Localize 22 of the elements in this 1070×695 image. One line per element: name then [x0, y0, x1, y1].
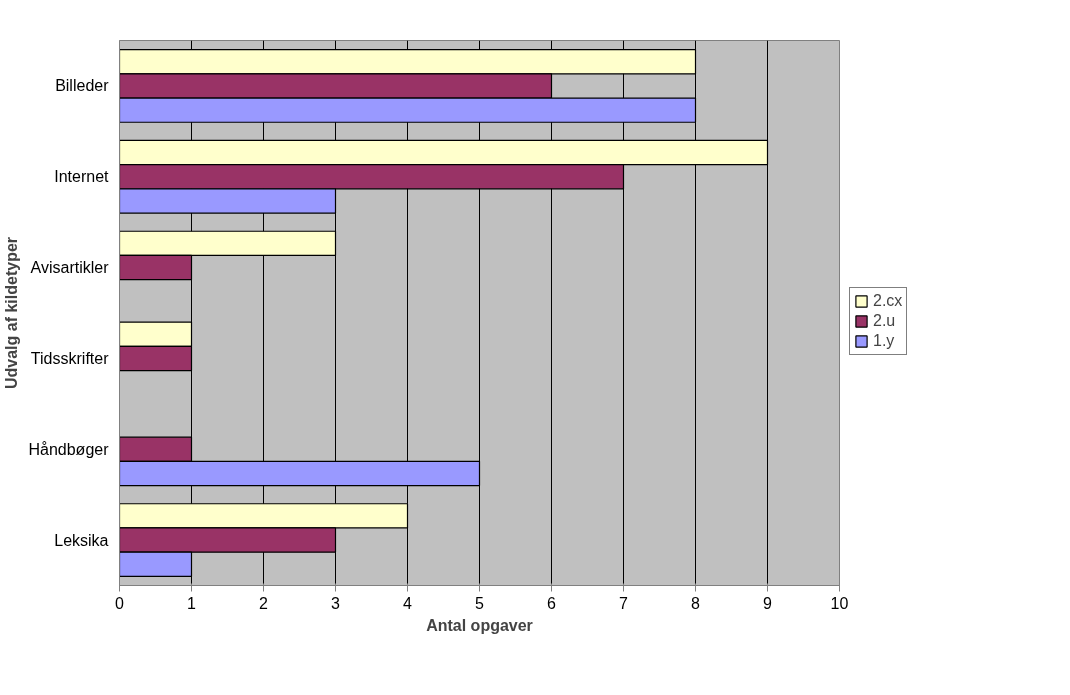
x-tick-label: 7	[619, 594, 629, 612]
x-tick-label: 4	[403, 594, 413, 612]
y-tick-label: Håndbøger	[28, 440, 110, 458]
x-tick-label: 0	[115, 594, 125, 612]
y-tick-label: Internet	[54, 168, 110, 186]
x-tick-label: 1	[187, 594, 197, 612]
x-axis-title: Antal opgaver	[426, 616, 533, 634]
y-tick-label: Tidsskrifter	[30, 349, 110, 367]
x-tick-label: 3	[331, 594, 341, 612]
x-tick-label: 2	[259, 594, 269, 612]
x-tick-label: 5	[475, 594, 485, 612]
y-tick-label: Billeder	[55, 77, 110, 95]
y-tick-label: Leksika	[54, 531, 109, 549]
legend-label: 1.y	[873, 332, 895, 350]
legend-label: 2.cx	[873, 292, 903, 310]
x-tick-label: 8	[691, 594, 701, 612]
y-axis-title: Udvalg af kildetyper	[3, 236, 21, 390]
legend-label: 2.u	[873, 312, 896, 330]
y-tick-label: Avisartikler	[30, 259, 110, 277]
x-tick-label: 10	[830, 594, 849, 612]
x-tick-label: 6	[547, 594, 557, 612]
x-tick-label: 9	[763, 594, 773, 612]
